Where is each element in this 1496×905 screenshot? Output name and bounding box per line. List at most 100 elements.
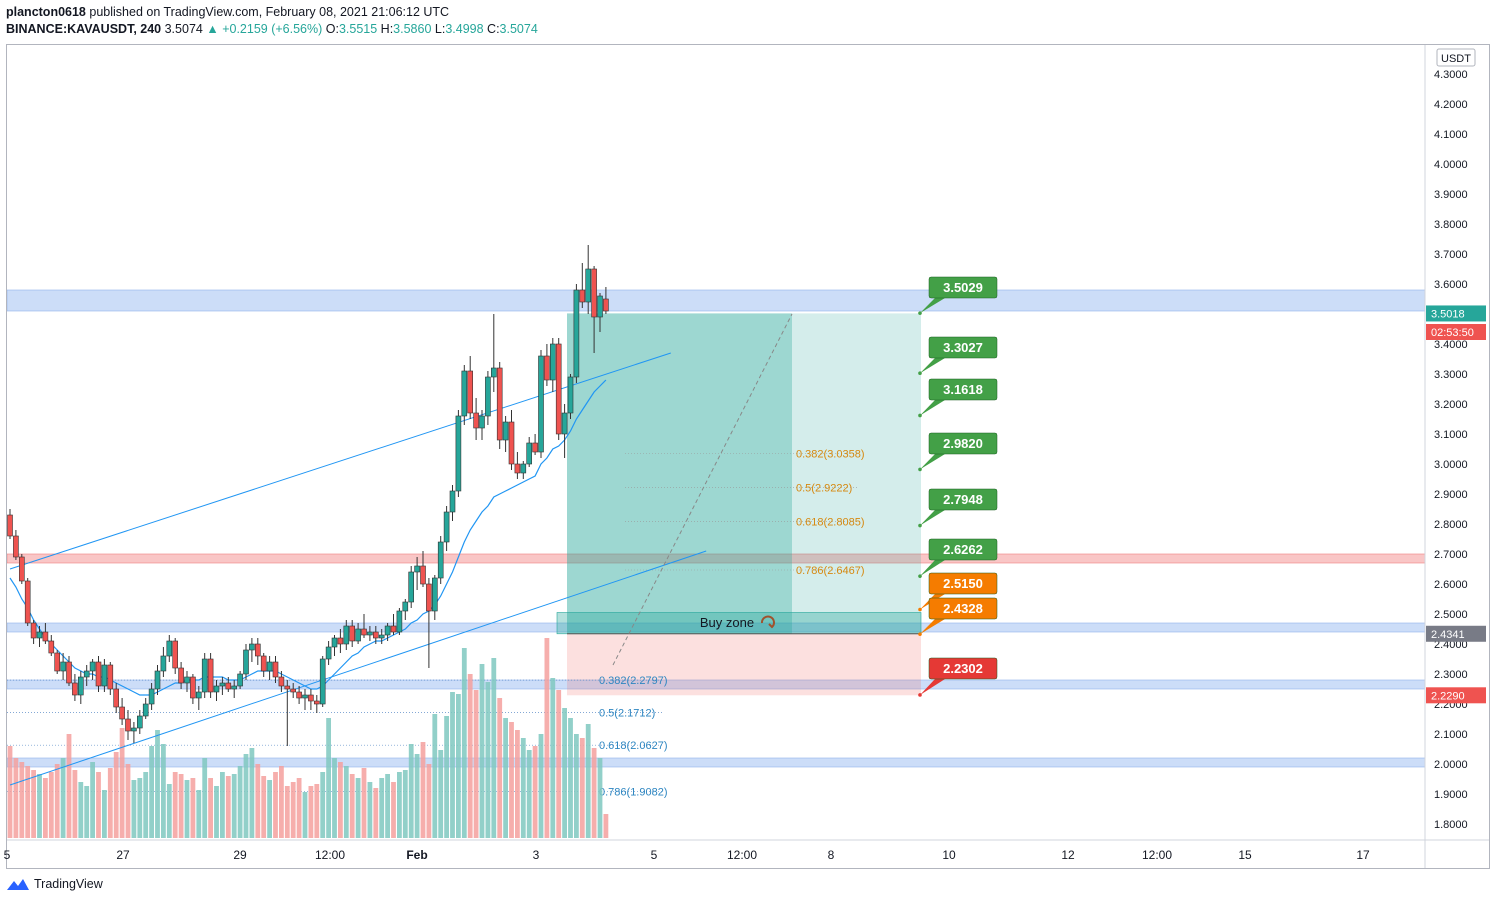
volume-bar [113, 752, 119, 838]
candle-body [201, 658, 208, 693]
candle-body [431, 577, 438, 612]
price-badge-box [1426, 305, 1486, 322]
target-callout-red: 2.2302 [918, 657, 998, 697]
volume-bar [361, 768, 367, 838]
candle [142, 698, 149, 719]
volume-bar [84, 786, 90, 838]
change-up-icon: ▲ [206, 22, 219, 36]
target-anchor-dot [918, 693, 922, 697]
x-tick-label: 29 [233, 848, 247, 862]
tradingview-logo-icon [7, 879, 29, 890]
candle-body [313, 700, 320, 705]
candle-body [538, 355, 544, 453]
symbol-name[interactable]: BINANCE:KAVAUSDT, 240 [6, 22, 162, 36]
currency-label: USDT [1436, 48, 1476, 67]
volume-bar [107, 768, 113, 838]
volume-bar [591, 748, 597, 838]
target-callout-pointer [920, 560, 945, 577]
candle-body [479, 415, 485, 429]
candle [231, 680, 237, 698]
candle-body [490, 367, 497, 378]
zone-band-blue [7, 622, 1425, 633]
price-badge: 2.2290 [1426, 687, 1486, 704]
candle [184, 671, 190, 692]
x-tick-label: 12 [1061, 848, 1075, 862]
target-callout-pointer [920, 298, 945, 314]
target-callout-orange: 2.4328 [918, 597, 998, 636]
candle-body [372, 631, 379, 639]
candle [479, 410, 485, 440]
fib-lower-label: 0.618(2.0627) [599, 740, 668, 752]
target-callout-green: 2.6262 [918, 538, 998, 578]
volume-bar [473, 690, 479, 838]
volume-bar [37, 774, 42, 838]
candle [101, 659, 108, 692]
candle [255, 638, 261, 665]
x-tick-label: 12:00 [727, 848, 757, 862]
price-change: +0.2159 (+6.56%) [222, 22, 323, 36]
candle [302, 689, 308, 710]
target-price-label: 2.7948 [943, 492, 983, 507]
y-tick-label: 3.0000 [1434, 459, 1468, 471]
volume-bar [155, 730, 160, 838]
volume-bar [284, 786, 290, 838]
y-tick-label: 4.0000 [1434, 159, 1468, 171]
candle-body [573, 289, 580, 378]
candle-body [142, 703, 149, 717]
candle-body [266, 661, 273, 672]
candle-body [95, 661, 102, 687]
candle [24, 578, 31, 626]
close-label: C: [487, 22, 500, 36]
candle-body [319, 658, 326, 705]
volume-bar [166, 784, 172, 838]
target-price-label: 2.5150 [943, 576, 983, 591]
target-anchor-dot [918, 523, 922, 528]
volume-bar [273, 772, 278, 838]
candle [355, 623, 361, 644]
volume-bar [385, 774, 390, 838]
target-price-label: 2.2302 [943, 661, 983, 676]
candle [597, 293, 603, 332]
candle [278, 671, 285, 692]
candle [272, 656, 279, 683]
y-tick-label: 3.4000 [1434, 339, 1468, 351]
candle-body [426, 583, 432, 612]
candle [420, 551, 426, 587]
candle-body [349, 625, 356, 642]
y-tick-label: 1.8000 [1434, 819, 1468, 831]
volume-bar [72, 770, 78, 838]
candle [485, 371, 491, 425]
candle [219, 677, 226, 695]
target-box [928, 657, 998, 680]
volume-bar [196, 790, 202, 838]
volume-bar [367, 782, 373, 838]
volume-bar [479, 664, 485, 838]
candle [567, 374, 574, 419]
candle [243, 644, 249, 680]
author-name[interactable]: plancton0618 [6, 5, 86, 19]
candle [148, 683, 155, 710]
target-box [928, 597, 998, 620]
candle [172, 638, 178, 674]
candle [290, 683, 297, 698]
footer-brand[interactable]: TradingView [6, 877, 103, 891]
volume-bar [332, 758, 337, 838]
candle [437, 536, 444, 584]
volume-bar [208, 778, 213, 838]
target-box [928, 488, 998, 511]
target-callout-pointer [920, 358, 945, 374]
volume-bar [7, 746, 13, 838]
candle-body [555, 343, 562, 435]
candle [514, 452, 521, 479]
candle-body [443, 511, 450, 543]
price-badge-box [1426, 625, 1486, 642]
candle [30, 620, 37, 644]
candle [455, 410, 462, 497]
candle [343, 620, 350, 650]
candle [408, 566, 415, 608]
x-tick-label: 17 [1356, 848, 1370, 862]
volume-bar [373, 788, 379, 838]
target-callout-green: 2.9820 [918, 432, 998, 472]
volume-bar [603, 814, 609, 838]
